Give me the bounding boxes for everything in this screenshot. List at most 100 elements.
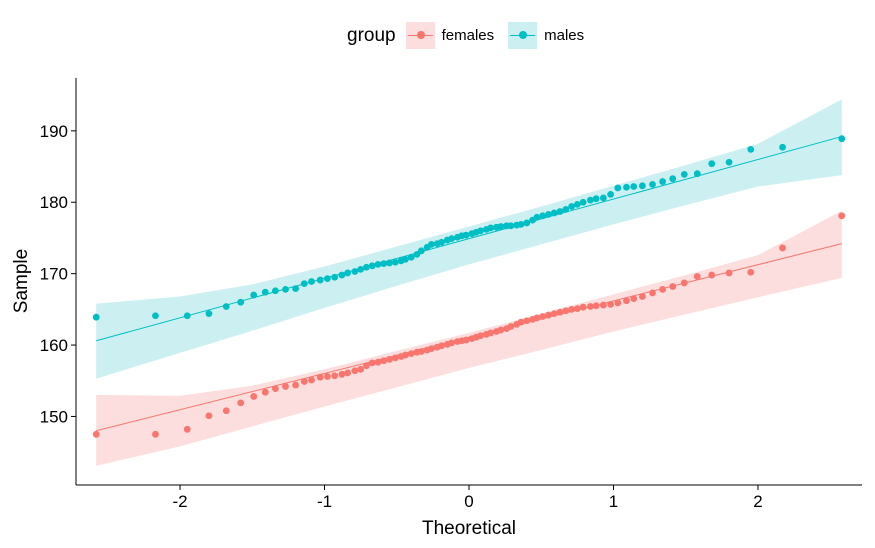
axes: -2 -1 0 1 2 150 160 170 180 190: [40, 78, 862, 511]
point-males: [649, 180, 656, 188]
point-females: [261, 388, 269, 396]
point-females: [539, 313, 547, 320]
point-females: [614, 299, 622, 307]
y-tick-label: 180: [40, 193, 68, 212]
point-males: [351, 268, 359, 275]
point-males: [391, 258, 399, 266]
point-females: [556, 308, 564, 316]
point-males: [630, 183, 638, 190]
point-females: [92, 430, 100, 438]
point-females: [417, 348, 425, 355]
point-males: [592, 195, 600, 203]
point-females: [391, 354, 399, 362]
point-males: [368, 262, 376, 270]
x-axis-title: Theoretical: [422, 518, 516, 539]
point-females: [517, 318, 525, 326]
point-males: [507, 222, 515, 230]
point-females: [680, 279, 688, 287]
y-tick-label: 170: [40, 265, 68, 284]
point-females: [316, 373, 324, 381]
point-males: [838, 135, 846, 143]
point-males: [407, 253, 415, 261]
point-males: [545, 210, 552, 218]
point-females: [638, 293, 646, 300]
point-females: [573, 305, 581, 313]
point-females: [568, 305, 575, 313]
point-males: [357, 265, 365, 273]
point-males: [316, 276, 324, 284]
point-males: [237, 298, 245, 306]
point-females: [607, 300, 614, 308]
x-tick-label: 2: [753, 492, 762, 511]
confidence-bands: [96, 99, 842, 466]
point-males: [282, 285, 289, 293]
point-females: [351, 367, 359, 375]
point-males: [747, 146, 755, 153]
reference-line-males: [96, 136, 842, 342]
point-females: [725, 269, 733, 277]
point-males: [550, 209, 558, 217]
point-females: [438, 342, 445, 350]
point-females: [562, 307, 570, 315]
point-males: [261, 288, 269, 296]
point-males: [669, 175, 677, 183]
point-females: [448, 339, 456, 347]
point-females: [838, 212, 846, 220]
point-females: [649, 289, 656, 297]
point-females: [545, 311, 552, 319]
point-females: [374, 358, 382, 366]
point-males: [271, 287, 279, 295]
point-females: [363, 362, 370, 370]
point-males: [222, 303, 230, 310]
point-females: [324, 373, 331, 380]
point-females: [338, 370, 346, 378]
point-males: [438, 238, 445, 246]
point-females: [623, 297, 630, 305]
legend-dot-females: [416, 31, 425, 39]
point-females: [507, 323, 515, 330]
point-males: [562, 205, 570, 213]
y-tick-label: 160: [40, 336, 68, 355]
point-females: [292, 381, 300, 389]
point-females: [497, 326, 505, 334]
point-females: [183, 425, 191, 433]
point-females: [599, 301, 607, 309]
point-females: [300, 378, 308, 385]
point-males: [92, 313, 100, 321]
point-females: [205, 412, 213, 420]
point-females: [380, 357, 388, 365]
legend-swatch-males: [508, 22, 538, 49]
point-females: [669, 283, 677, 290]
point-females: [344, 369, 352, 377]
point-females: [550, 310, 558, 318]
point-females: [579, 303, 587, 311]
point-males: [363, 263, 370, 271]
point-males: [300, 280, 308, 288]
x-tick-label: 0: [464, 492, 473, 511]
legend-row: group females males: [347, 22, 598, 49]
point-females: [659, 285, 667, 293]
point-males: [568, 203, 575, 210]
point-males: [725, 158, 733, 166]
point-females: [693, 273, 701, 280]
point-females: [386, 355, 393, 363]
point-males: [659, 178, 667, 185]
point-males: [183, 312, 191, 320]
point-females: [477, 332, 484, 340]
point-females: [152, 430, 159, 438]
y-axis-title: Sample: [11, 249, 32, 313]
point-males: [308, 278, 315, 285]
point-males: [380, 260, 388, 268]
point-males: [477, 227, 484, 235]
point-females: [402, 351, 409, 359]
point-males: [599, 194, 607, 202]
point-males: [497, 223, 505, 230]
y-tick-label: 150: [40, 407, 68, 426]
point-males: [556, 208, 564, 215]
point-males: [623, 183, 630, 191]
point-males: [448, 235, 456, 243]
point-females: [487, 329, 495, 337]
point-males: [579, 198, 587, 206]
legend: group females males: [0, 0, 875, 70]
point-males: [386, 259, 393, 267]
